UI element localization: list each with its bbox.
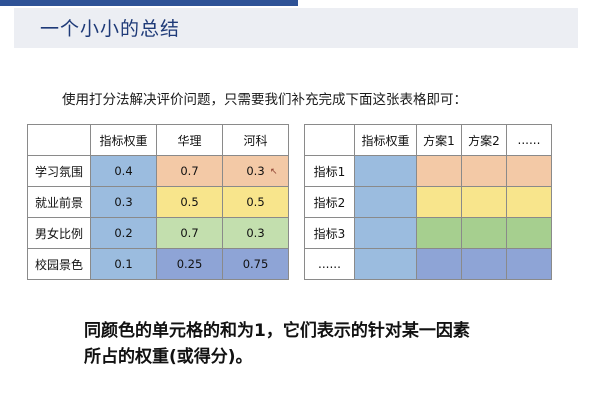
summary-line-1: 同颜色的单元格的和为1，它们表示的针对某一因素 xyxy=(84,321,470,341)
row-label: 指标3 xyxy=(304,217,355,249)
row-label: ...... xyxy=(304,248,355,280)
score-cell: 0.7 xyxy=(156,217,223,249)
weight-cell xyxy=(354,217,417,249)
intro-text: 使用打分法解决评价问题，只需要我们补充完成下面这张表格即可： xyxy=(62,92,467,108)
table-row: 校园景色 0.1 0.25 0.75 xyxy=(27,248,289,280)
score-cell xyxy=(416,155,462,187)
score-cell: 0.3 xyxy=(222,155,289,187)
table-row: 指标3 xyxy=(304,217,552,249)
column-header-weight: 指标权重 xyxy=(354,124,417,156)
row-label: 学习氛围 xyxy=(27,155,91,187)
table-header-row: 指标权重 方案1 方案2 ...... xyxy=(304,124,552,156)
score-cell: 0.25 xyxy=(156,248,223,280)
column-header-plan1: 方案1 xyxy=(416,124,462,156)
score-cell xyxy=(416,186,462,218)
weight-cell xyxy=(354,155,417,187)
score-cell xyxy=(506,248,552,280)
corner-cell xyxy=(27,124,91,156)
row-label: 指标1 xyxy=(304,155,355,187)
column-header-plan2: 方案2 xyxy=(461,124,507,156)
score-cell xyxy=(461,248,507,280)
score-cell xyxy=(506,155,552,187)
row-label: 指标2 xyxy=(304,186,355,218)
score-cell: 0.5 xyxy=(156,186,223,218)
example-score-table: 指标权重 华理 河科 学习氛围 0.4 0.7 0.3 就业前景 0.3 0.5… xyxy=(27,124,289,280)
score-cell xyxy=(416,217,462,249)
table-row: 指标2 xyxy=(304,186,552,218)
row-label: 就业前景 xyxy=(27,186,91,218)
table-row: 男女比例 0.2 0.7 0.3 xyxy=(27,217,289,249)
row-label: 男女比例 xyxy=(27,217,91,249)
score-cell: 0.5 xyxy=(222,186,289,218)
summary-text: 同颜色的单元格的和为1，它们表示的针对某一因素 所占的权重(或得分)。 xyxy=(84,318,470,370)
summary-line-2: 所占的权重(或得分)。 xyxy=(84,347,253,367)
column-header-huali: 华理 xyxy=(156,124,223,156)
title-band xyxy=(14,8,578,48)
score-cell: 0.75 xyxy=(222,248,289,280)
score-cell: 0.7 xyxy=(156,155,223,187)
column-header-heke: 河科 xyxy=(222,124,289,156)
score-cell xyxy=(506,186,552,218)
table-row: 指标1 xyxy=(304,155,552,187)
weight-cell: 0.4 xyxy=(90,155,157,187)
table-row: ...... xyxy=(304,248,552,280)
template-score-table: 指标权重 方案1 方案2 ...... 指标1 指标2 指标3 ...... xyxy=(304,124,552,280)
score-cell xyxy=(461,186,507,218)
row-label: 校园景色 xyxy=(27,248,91,280)
weight-cell: 0.2 xyxy=(90,217,157,249)
score-cell: 0.3 xyxy=(222,217,289,249)
weight-cell: 0.3 xyxy=(90,186,157,218)
top-accent-bar xyxy=(0,0,298,6)
table-header-row: 指标权重 华理 河科 xyxy=(27,124,289,156)
table-row: 就业前景 0.3 0.5 0.5 xyxy=(27,186,289,218)
column-header-weight: 指标权重 xyxy=(90,124,157,156)
score-cell xyxy=(461,217,507,249)
weight-cell xyxy=(354,248,417,280)
score-cell xyxy=(416,248,462,280)
corner-cell xyxy=(304,124,355,156)
score-cell xyxy=(461,155,507,187)
table-row: 学习氛围 0.4 0.7 0.3 xyxy=(27,155,289,187)
weight-cell: 0.1 xyxy=(90,248,157,280)
score-cell xyxy=(506,217,552,249)
weight-cell xyxy=(354,186,417,218)
arrow-mark-icon: ↖ xyxy=(270,167,278,177)
column-header-more: ...... xyxy=(506,124,552,156)
page-title: 一个小小的总结 xyxy=(40,18,181,40)
